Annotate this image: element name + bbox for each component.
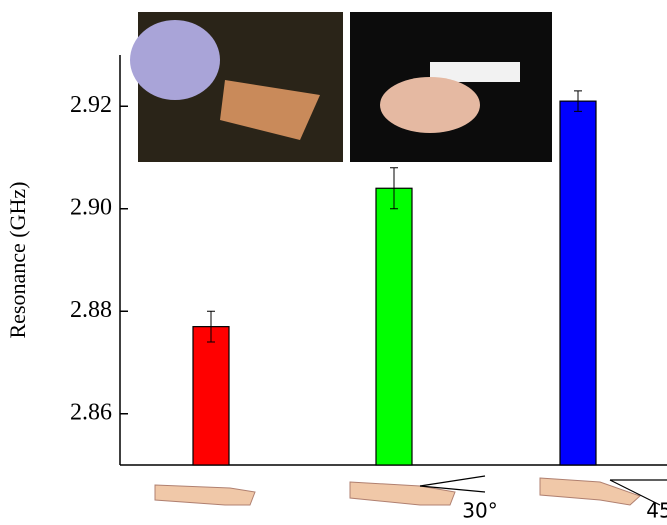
y-axis-label: Resonance (GHz) [5, 182, 30, 339]
photo-hand-sensor [130, 12, 343, 162]
chart: Resonance (GHz) 2.86 2.88 2.90 2.92 30° 45° [0, 0, 667, 525]
photo-wrist-sensor [350, 12, 552, 162]
bar [376, 188, 412, 465]
y-tick-label: 2.90 [70, 194, 112, 220]
y-tick-label: 2.86 [70, 399, 112, 425]
arm-icon [155, 478, 640, 505]
y-tick-label: 2.88 [70, 297, 112, 323]
y-tick-label: 2.92 [70, 92, 112, 118]
page: {"chart_data": {"type": "bar", "y_label"… [0, 0, 667, 525]
bar [560, 101, 596, 465]
bar [193, 327, 229, 465]
x-tick-label: 30° [462, 499, 497, 523]
x-tick-label: 45° [646, 499, 667, 523]
